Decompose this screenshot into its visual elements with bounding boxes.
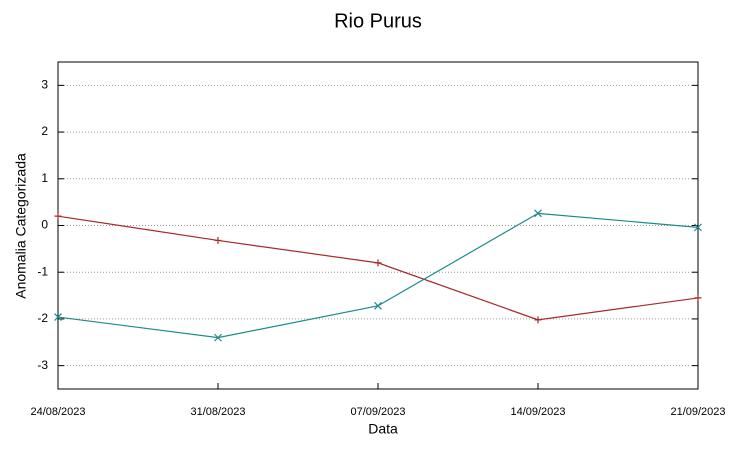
point: [374, 259, 382, 267]
point: [694, 294, 702, 302]
x-tick-label: 24/08/2023: [30, 406, 85, 418]
y-axis-label: Anomalia Categorizada: [13, 153, 29, 299]
y-tick-label: -3: [37, 358, 48, 372]
point: [54, 212, 62, 220]
y-tick-label: -1: [37, 264, 48, 278]
y-tick-label: 3: [41, 78, 48, 92]
x-axis-label: Data: [368, 421, 398, 437]
point: [534, 209, 542, 218]
y-tick-label: 1: [41, 171, 48, 185]
point: [694, 223, 702, 232]
y-tick-label: 0: [41, 218, 48, 232]
series-line: [57, 215, 699, 321]
chart-title: Rio Purus: [334, 10, 422, 32]
point: [214, 333, 222, 342]
point: [374, 301, 382, 310]
x-tick-label: 21/09/2023: [670, 406, 725, 418]
y-tick-label: -2: [37, 311, 48, 325]
x-tick-label: 31/08/2023: [190, 406, 245, 418]
point: [54, 313, 62, 321]
x-tick-label: 07/09/2023: [350, 406, 405, 418]
point: [534, 316, 542, 324]
x-tick-label: 14/09/2023: [510, 406, 565, 418]
point: [214, 236, 222, 244]
y-tick-label: 2: [41, 124, 48, 138]
